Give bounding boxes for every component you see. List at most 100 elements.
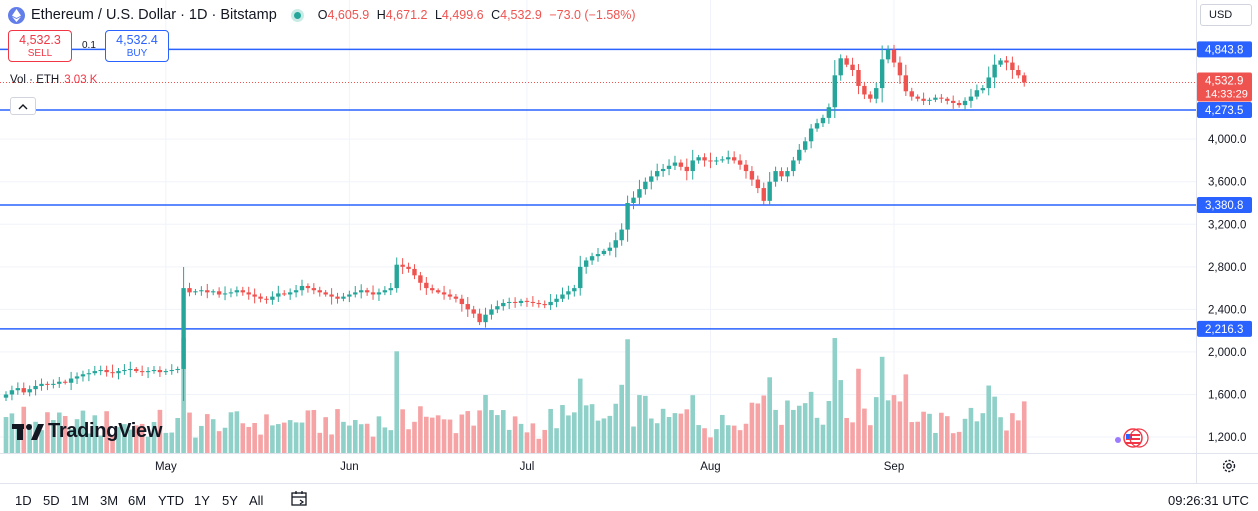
volume-bar bbox=[654, 423, 660, 453]
tradingview-logo-icon bbox=[12, 423, 44, 440]
candle-body bbox=[791, 160, 796, 172]
last-price-tag bbox=[1197, 72, 1252, 102]
volume-bar bbox=[915, 421, 920, 453]
sell-button[interactable]: 4,532.3 SELL bbox=[8, 30, 72, 62]
candle-body bbox=[104, 370, 109, 373]
candle-body bbox=[595, 254, 601, 257]
candle-body bbox=[3, 394, 9, 398]
volume-bar bbox=[477, 410, 482, 453]
candle-body bbox=[435, 290, 441, 293]
volume-bar bbox=[939, 412, 944, 453]
volume-bar bbox=[133, 425, 139, 453]
buy-label: BUY bbox=[126, 48, 148, 59]
volume-bar bbox=[542, 429, 548, 453]
timeframe-1m[interactable]: 1M bbox=[71, 493, 90, 508]
volume-bar bbox=[773, 409, 778, 453]
time-tick-label: Aug bbox=[700, 461, 720, 473]
volume-bar bbox=[950, 433, 956, 453]
candle-body bbox=[1022, 75, 1027, 83]
utc-clock[interactable]: 09:26:31 UTC bbox=[1168, 493, 1249, 508]
candle-body bbox=[714, 160, 719, 162]
candle-body bbox=[187, 288, 192, 293]
volume-bar bbox=[246, 426, 252, 453]
timeframe-all[interactable]: All bbox=[249, 493, 264, 508]
candle-body bbox=[246, 292, 251, 295]
buy-button[interactable]: 4,532.4 BUY bbox=[105, 30, 169, 62]
candle-body bbox=[139, 371, 145, 373]
candle-body bbox=[276, 293, 281, 297]
volume-bar bbox=[216, 431, 222, 453]
candle-body bbox=[850, 64, 855, 71]
volume-bar bbox=[358, 424, 364, 453]
volume-bar bbox=[666, 417, 672, 453]
candle-body bbox=[885, 49, 891, 60]
symbol-title[interactable]: Ethereum / U.S. Dollar · 1D · Bitstamp bbox=[31, 7, 277, 23]
volume-bar bbox=[293, 422, 299, 453]
ethereum-icon bbox=[8, 6, 25, 24]
gear-icon[interactable] bbox=[1221, 458, 1237, 479]
candle-body bbox=[323, 292, 328, 295]
timeframe-1d[interactable]: 1D bbox=[15, 493, 32, 508]
calendar-range-icon[interactable] bbox=[291, 490, 309, 511]
candle-body bbox=[619, 229, 624, 241]
candle-body bbox=[625, 202, 630, 230]
candle-body bbox=[110, 372, 115, 374]
symbol-header[interactable]: Ethereum / U.S. Dollar · 1D · Bitstamp O… bbox=[8, 5, 640, 25]
volume-bar bbox=[737, 430, 743, 453]
volume-bar bbox=[548, 408, 553, 453]
timeframe-5d[interactable]: 5D bbox=[43, 493, 60, 508]
collapse-legend-button[interactable] bbox=[10, 97, 36, 115]
candle-body bbox=[282, 293, 287, 295]
timeframe-ytd[interactable]: YTD bbox=[158, 493, 184, 508]
volume-bar bbox=[524, 432, 530, 453]
candle-body bbox=[441, 292, 447, 295]
candle-body bbox=[234, 290, 240, 293]
volume-bar bbox=[400, 409, 405, 453]
volume-bar bbox=[169, 432, 175, 453]
candle-body bbox=[998, 60, 1003, 65]
timeframe-6m[interactable]: 6M bbox=[128, 493, 147, 508]
volume-bar bbox=[631, 426, 636, 453]
time-tick-label: Jul bbox=[520, 461, 535, 473]
timeframe-5y[interactable]: 5Y bbox=[222, 493, 238, 508]
volume-bar bbox=[116, 427, 121, 453]
volume-bar bbox=[145, 436, 151, 453]
volume-bar bbox=[388, 430, 394, 453]
candle-body bbox=[702, 157, 707, 161]
volume-bar bbox=[287, 420, 293, 453]
timeframe-1y[interactable]: 1Y bbox=[194, 493, 210, 508]
candle-body bbox=[258, 296, 263, 299]
candle-body bbox=[761, 188, 766, 201]
price-tick-label: 2,800.0 bbox=[1208, 262, 1246, 274]
candle-body bbox=[341, 296, 346, 299]
price-tick-label: 4,000.0 bbox=[1208, 134, 1246, 146]
currency-selector[interactable]: USD bbox=[1200, 4, 1252, 26]
candle-body bbox=[874, 88, 879, 99]
volume-bar bbox=[240, 423, 246, 453]
candle-body bbox=[151, 370, 157, 372]
candle-body bbox=[418, 275, 423, 283]
volume-bar bbox=[826, 400, 832, 453]
volume-bar bbox=[9, 413, 15, 453]
candle-body bbox=[785, 171, 790, 177]
candle-body bbox=[708, 160, 713, 162]
volume-bar bbox=[879, 356, 885, 453]
flag-badge-icon[interactable] bbox=[1113, 428, 1149, 448]
volume-bar bbox=[210, 419, 216, 453]
tradingview-logo[interactable]: TradingView bbox=[12, 420, 162, 443]
level-price-tag bbox=[1197, 41, 1252, 58]
candle-body bbox=[927, 99, 932, 101]
candle-body bbox=[128, 368, 133, 371]
price-tick-label: 3,200.0 bbox=[1208, 219, 1246, 231]
candle-body bbox=[637, 189, 642, 198]
candle-body bbox=[820, 117, 826, 124]
candle-body bbox=[57, 381, 62, 384]
timeframe-3m[interactable]: 3M bbox=[100, 493, 119, 508]
candle-body bbox=[666, 165, 672, 169]
volume-legend[interactable]: Vol · ETH 3.03 K bbox=[10, 74, 97, 86]
volume-bar bbox=[921, 411, 926, 453]
candle-body bbox=[974, 90, 980, 97]
candle-body bbox=[731, 157, 737, 161]
volume-bar bbox=[903, 374, 909, 453]
